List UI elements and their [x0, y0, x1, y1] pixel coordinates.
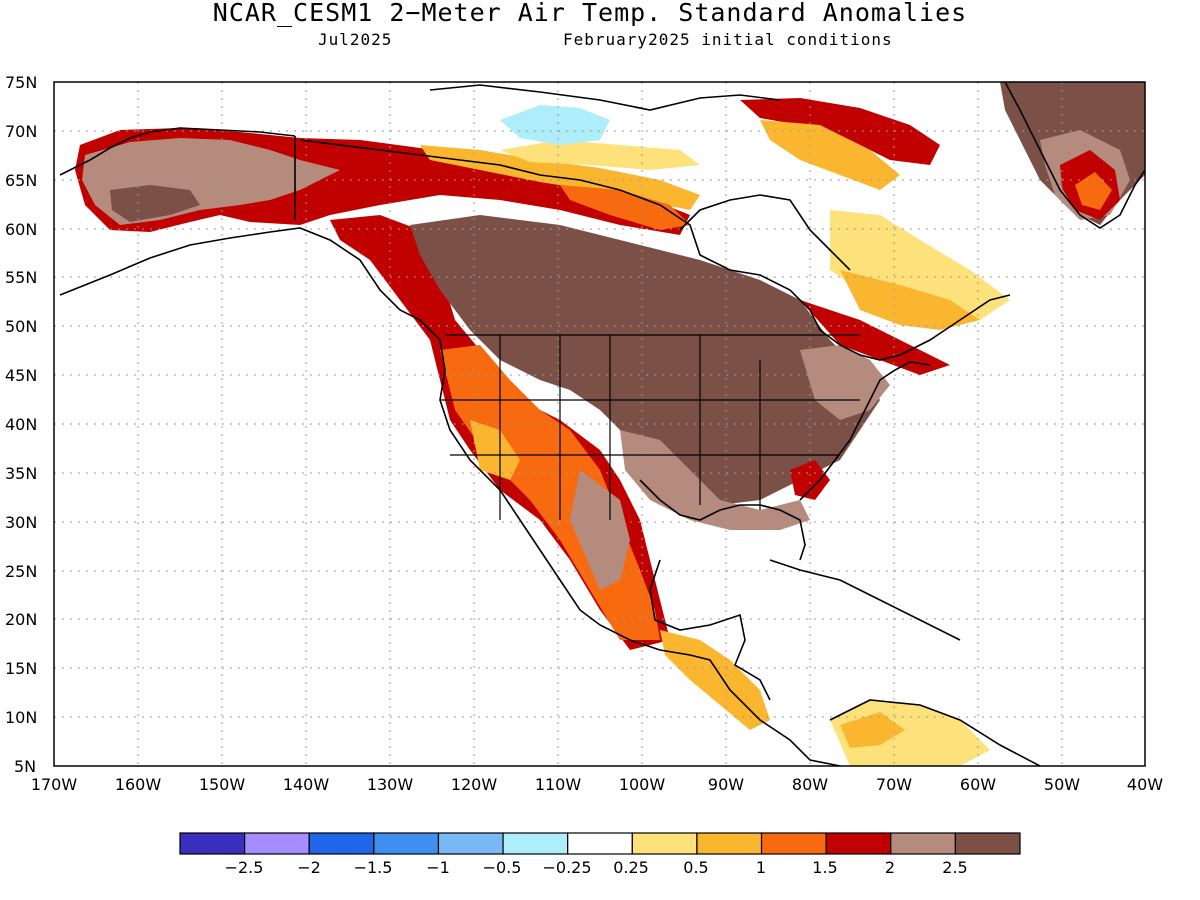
legend-label: −1.5: [354, 858, 393, 877]
east-canada-red: [800, 300, 950, 375]
arctic-coast-orange: [560, 185, 690, 230]
greenland-orange: [1075, 172, 1112, 210]
us-state-borders: [440, 334, 860, 520]
legend-label: −2.5: [225, 858, 264, 877]
lon-label: 170W: [31, 775, 78, 794]
legend-color-box: [308, 832, 375, 855]
legend-color-box: [631, 832, 698, 855]
legend-color-box: [890, 832, 956, 855]
central-america-orange: [660, 630, 770, 730]
lon-label: 150W: [199, 775, 246, 794]
legend-label: 1: [756, 858, 766, 877]
lat-label: 50N: [5, 317, 37, 336]
legend-color-box: [179, 832, 246, 855]
coastlines: [59, 82, 1145, 766]
lon-label: 80W: [792, 775, 828, 794]
longitude-labels: 170W 160W 150W 140W 130W 120W 110W 100W …: [31, 775, 1163, 794]
lat-label: 25N: [5, 562, 37, 581]
lon-label: 120W: [451, 775, 498, 794]
latitude-labels: 75N 70N 65N 60N 55N 50N 45N 40N 35N 30N …: [5, 73, 37, 776]
mexico-brown: [570, 470, 630, 590]
legend-color-box: [954, 832, 1021, 855]
south-america-orange: [840, 712, 905, 748]
lon-label: 90W: [708, 775, 744, 794]
lat-label: 55N: [5, 268, 37, 287]
legend-label: 0.25: [613, 858, 649, 877]
legend-label: 0.5: [683, 858, 708, 877]
legend-label: −0.25: [542, 858, 591, 877]
legend-colorbar: [179, 832, 1021, 855]
lat-label: 75N: [5, 73, 37, 92]
legend-label: 1.5: [812, 858, 837, 877]
southeast-red: [790, 460, 830, 500]
lat-label: 40N: [5, 415, 37, 434]
graticule: [54, 82, 1145, 766]
alaska-dark-core: [110, 185, 200, 222]
lat-label: 45N: [5, 366, 37, 385]
plot-frame: [53, 81, 1146, 767]
legend-color-box: [437, 832, 504, 855]
lon-label: 100W: [619, 775, 666, 794]
baffin-orange: [760, 120, 900, 190]
legend-color-box: [760, 832, 827, 855]
legend-label: −1: [426, 858, 450, 877]
appalachian-light: [800, 345, 890, 420]
lat-label: 60N: [5, 220, 37, 239]
central-dark-brown: [410, 215, 880, 505]
target-month-label: Jul2025: [318, 30, 393, 49]
lon-label: 70W: [876, 775, 912, 794]
legend-label: −0.5: [483, 858, 522, 877]
legend-label: −2: [297, 858, 321, 877]
lat-label: 30N: [5, 513, 37, 532]
lat-label: 15N: [5, 659, 37, 678]
quebec-orange: [840, 270, 980, 330]
lat-label: 35N: [5, 464, 37, 483]
lon-label: 110W: [535, 775, 582, 794]
legend-color-box: [567, 832, 633, 855]
legend-color-box: [696, 832, 763, 855]
legend-color-box: [502, 832, 569, 855]
initial-conditions-label: February2025 initial conditions: [563, 30, 893, 49]
lat-label: 10N: [5, 708, 37, 727]
map-title: NCAR_CESM1 2−Meter Air Temp. Standard An…: [212, 0, 968, 27]
legend-label: 2: [885, 858, 895, 877]
arctic-island-yellow: [500, 140, 700, 170]
lat-label: 5N: [14, 757, 36, 776]
lat-label: 70N: [5, 122, 37, 141]
legend-color-box: [244, 832, 310, 855]
legend-label: 2.5: [942, 858, 967, 877]
lon-label: 160W: [115, 775, 162, 794]
lon-label: 60W: [960, 775, 996, 794]
legend-color-box: [825, 832, 892, 855]
lon-label: 140W: [283, 775, 330, 794]
legend-labels: −2.5 −2 −1.5 −1 −0.5 −0.25 0.25 0.5 1 1.…: [225, 858, 968, 877]
lon-label: 50W: [1044, 775, 1080, 794]
sw-yellow-patches: [470, 420, 520, 480]
arctic-island-blue: [500, 105, 610, 145]
lat-label: 20N: [5, 610, 37, 629]
lon-label: 130W: [367, 775, 414, 794]
lat-label: 65N: [5, 171, 37, 190]
lon-label: 40W: [1127, 775, 1163, 794]
legend-color-box: [373, 832, 440, 855]
